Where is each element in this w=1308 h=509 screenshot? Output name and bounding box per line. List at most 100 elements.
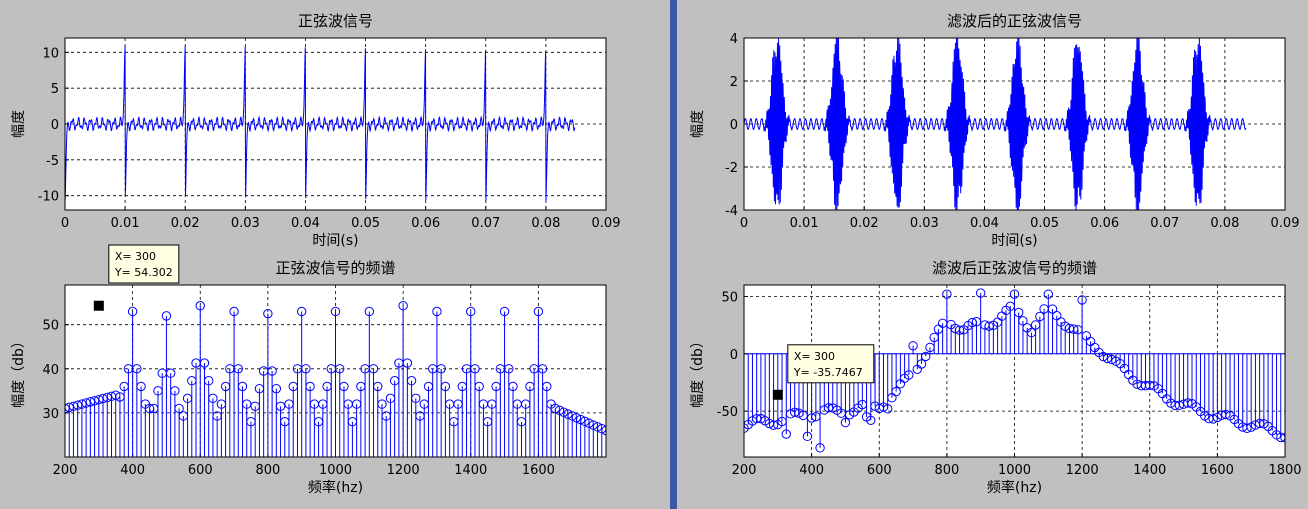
spectrum-chart: 200 400 600 800 1000 1200 1400 1600 30 40 50 正弦波信号的… bbox=[11, 244, 607, 496]
stem-marker bbox=[1047, 304, 1058, 314]
stem-marker bbox=[1077, 295, 1087, 305]
stem-marker bbox=[170, 386, 180, 396]
stem-marker bbox=[305, 381, 315, 392]
x-tick-label: 1400 bbox=[1133, 463, 1166, 478]
filtered-series-line bbox=[744, 38, 1247, 210]
plot-border bbox=[743, 37, 1286, 211]
datatip-marker bbox=[772, 389, 783, 400]
x-tick-label: 0.08 bbox=[531, 216, 560, 231]
stem-marker bbox=[301, 364, 311, 374]
stem-marker bbox=[406, 376, 417, 386]
x-axis-label: 时间(s) bbox=[312, 233, 358, 249]
chart-title: 正弦波信号 bbox=[298, 12, 373, 30]
stem-marker bbox=[533, 306, 544, 317]
x-tick-label: 0.01 bbox=[790, 216, 819, 231]
y-axis-label: 幅度（db） bbox=[690, 334, 706, 408]
stem-marker bbox=[436, 364, 446, 374]
x-tick-label: 0.09 bbox=[1271, 216, 1300, 231]
x-tick-label: 1800 bbox=[1268, 463, 1301, 478]
stem-marker bbox=[744, 423, 749, 433]
stem-marker bbox=[584, 418, 594, 428]
y-tick-label: -50 bbox=[717, 405, 738, 420]
y-axis-label: 幅度（db） bbox=[11, 334, 27, 408]
stem-marker bbox=[1174, 400, 1185, 411]
stem-marker bbox=[364, 306, 375, 317]
stem-marker bbox=[237, 381, 248, 392]
y-tick-label: 4 bbox=[730, 32, 738, 47]
stem-marker bbox=[368, 364, 379, 374]
stem-marker bbox=[208, 393, 218, 404]
y-tick-label: 0 bbox=[51, 118, 59, 133]
stem-marker bbox=[806, 413, 817, 423]
x-tick-label: 600 bbox=[188, 463, 213, 478]
x-tick-label: 0.04 bbox=[970, 216, 999, 231]
x-tick-label: 0.08 bbox=[1210, 216, 1239, 231]
plot-border bbox=[64, 37, 607, 211]
x-tick-label: 0.02 bbox=[171, 216, 200, 231]
stem-marker bbox=[866, 415, 876, 426]
x-tick-label: 0 bbox=[740, 216, 748, 231]
stem-marker bbox=[554, 405, 565, 416]
stem-marker bbox=[466, 306, 476, 317]
stem-marker bbox=[537, 364, 548, 374]
x-tick-label: 800 bbox=[255, 463, 280, 478]
stem-marker bbox=[330, 306, 341, 317]
x-tick-label: 0 bbox=[61, 216, 69, 231]
y-axis-label: 幅度 bbox=[11, 110, 27, 138]
y-tick-label: 0 bbox=[730, 118, 738, 133]
y-tick-label: 50 bbox=[721, 290, 738, 305]
stem-marker bbox=[781, 429, 791, 439]
stem-marker bbox=[1246, 422, 1256, 432]
stem-marker bbox=[229, 306, 239, 317]
stem-marker bbox=[571, 412, 582, 423]
stem-marker bbox=[432, 306, 442, 317]
stem-marker bbox=[199, 358, 210, 368]
stem-marker bbox=[499, 306, 510, 317]
panel-splitter[interactable] bbox=[670, 0, 677, 509]
datatip-x-label: X= 300 bbox=[115, 250, 156, 263]
x-tick-label: 0.04 bbox=[291, 216, 320, 231]
stem-marker bbox=[233, 364, 243, 374]
x-tick-label: 0.05 bbox=[1030, 216, 1059, 231]
stem-marker bbox=[1009, 289, 1020, 299]
stem-marker bbox=[575, 414, 586, 425]
stem-marker bbox=[132, 364, 142, 374]
stem-marker bbox=[559, 407, 569, 417]
stem-marker bbox=[768, 420, 779, 430]
x-tick-label: 800 bbox=[934, 463, 959, 478]
x-tick-label: 1000 bbox=[319, 463, 352, 478]
x-tick-label: 1600 bbox=[522, 463, 555, 478]
stem-marker bbox=[267, 366, 277, 376]
stem-marker bbox=[542, 381, 552, 392]
stem-marker bbox=[111, 390, 121, 400]
filtered-signal-chart: 0 0.01 0.02 0.03 0.04 0.05 0.06 0.07 0.08 0.09 -4 -… bbox=[690, 12, 1300, 249]
y-tick-label: 40 bbox=[42, 363, 59, 378]
stem-marker bbox=[592, 422, 603, 432]
x-tick-label: 200 bbox=[732, 463, 757, 478]
stem-marker bbox=[402, 358, 413, 368]
y-tick-label: 5 bbox=[51, 82, 59, 97]
stem-marker bbox=[1242, 423, 1252, 433]
x-tick-label: 0.03 bbox=[910, 216, 939, 231]
stem-marker bbox=[174, 403, 184, 414]
stem-marker bbox=[1014, 307, 1024, 318]
y-tick-label: 2 bbox=[730, 75, 738, 90]
stem-marker bbox=[916, 359, 927, 369]
stem-marker bbox=[127, 306, 138, 317]
stem-marker bbox=[440, 381, 451, 392]
x-tick-label: 400 bbox=[120, 463, 145, 478]
stem-marker bbox=[263, 308, 273, 319]
stem-marker bbox=[580, 416, 590, 427]
stem-marker bbox=[204, 376, 214, 386]
datatip-y-label: Y= 54.302 bbox=[114, 266, 173, 279]
stem-marker bbox=[275, 401, 286, 411]
x-tick-label: 0.07 bbox=[471, 216, 500, 231]
stem-marker bbox=[1043, 289, 1054, 299]
time-signal-chart: 0 0.01 0.02 0.03 0.04 0.05 0.06 0.07 0.08 0.09 -10… bbox=[11, 12, 620, 249]
x-tick-label: 1000 bbox=[998, 463, 1031, 478]
stem-marker bbox=[165, 368, 176, 378]
stem-marker bbox=[339, 381, 349, 392]
stem-marker bbox=[904, 370, 914, 380]
x-tick-label: 600 bbox=[867, 463, 892, 478]
x-tick-label: 200 bbox=[53, 463, 78, 478]
